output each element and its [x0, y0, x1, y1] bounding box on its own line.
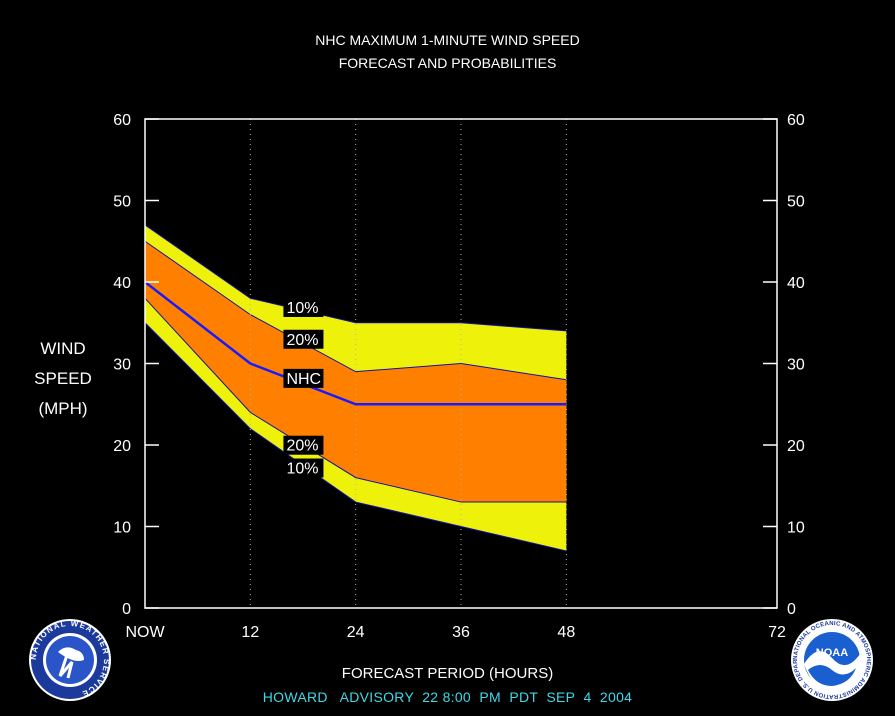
y-tick-label-right-10: 10	[787, 520, 805, 537]
label-20-percent-upper: 20%	[286, 332, 318, 349]
series-nhc-line	[144, 281, 567, 406]
label-10-percent-lower: 10%	[286, 461, 318, 478]
y-tick-label-right-30: 30	[787, 357, 805, 374]
noaa-logo-icon: NOAA NATIONAL OCEANIC AND ATMOSPHERIC AD…	[790, 618, 873, 701]
x-tick-label-24: 24	[347, 624, 365, 641]
y-tick-label-left-20: 20	[113, 438, 131, 455]
label-20-percent-lower-box	[283, 435, 324, 455]
noaa-logo-center-text: NOAA	[816, 647, 848, 659]
series-line-1	[144, 240, 567, 381]
y-tick-label-left-50: 50	[113, 194, 131, 211]
chart-subtitle: FORECAST AND PROBABILITIES	[338, 55, 557, 71]
x-tick-label-0: NOW	[125, 624, 165, 641]
label-20-percent-lower: 20%	[286, 438, 318, 455]
x-tick-label-48: 48	[557, 624, 575, 641]
y-axis-label-line3: (MPH)	[38, 399, 88, 418]
label-20-percent-upper-box	[283, 329, 324, 349]
y-tick-label-left-0: 0	[122, 601, 131, 618]
label-10-percent-upper: 10%	[286, 300, 318, 317]
series-line-3	[144, 297, 567, 503]
y-tick-label-right-40: 40	[787, 275, 805, 292]
label-10-percent-upper-box	[283, 297, 324, 317]
chart-title: NHC MAXIMUM 1-MINUTE WIND SPEED	[315, 32, 580, 48]
x-axis-label: FORECAST PERIOD (HOURS)	[341, 665, 554, 682]
label-nhc: NHC	[286, 371, 321, 388]
y-tick-label-right-0: 0	[787, 601, 796, 618]
y-axis-label-line2: SPEED	[34, 369, 92, 388]
nws-logo-icon: NATIONAL WEATHER SERVICE	[29, 619, 111, 701]
x-tick-label-36: 36	[452, 624, 470, 641]
y-axis-label-line1: WIND	[40, 339, 86, 358]
y-tick-label-right-20: 20	[787, 438, 805, 455]
y-tick-label-left-40: 40	[113, 275, 131, 292]
series-line-0	[144, 224, 567, 332]
y-tick-label-left-30: 30	[113, 357, 131, 374]
label-nhc-box	[283, 368, 324, 388]
series-line-4	[144, 322, 567, 552]
y-tick-label-left-10: 10	[113, 520, 131, 537]
x-tick-label-12: 12	[241, 624, 259, 641]
advisory-footer: HOWARD ADVISORY 22 8:00 PM PDT SEP 4 200…	[262, 689, 633, 705]
x-tick-label-72: 72	[768, 624, 786, 641]
label-10-percent-lower-box	[283, 458, 324, 478]
y-tick-label-right-60: 60	[787, 112, 805, 129]
y-tick-label-left-60: 60	[113, 112, 131, 129]
y-tick-label-right-50: 50	[787, 194, 805, 211]
